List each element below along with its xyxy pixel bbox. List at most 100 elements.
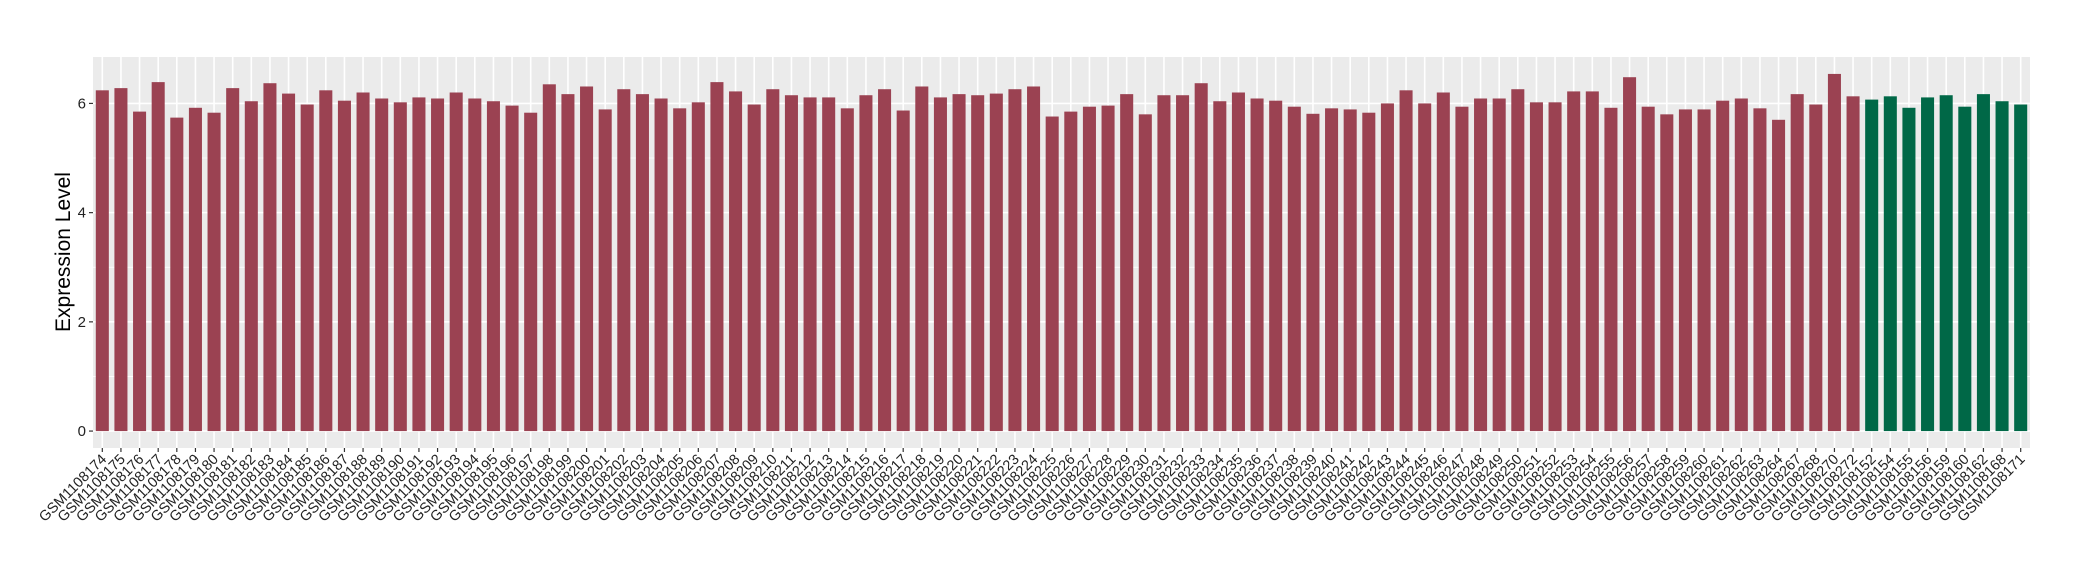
bar-GSM1108202 xyxy=(617,89,631,432)
bar-GSM1108178 xyxy=(170,117,184,432)
bar-GSM1108201 xyxy=(598,109,612,432)
bar-GSM1108210 xyxy=(766,89,780,432)
bars xyxy=(95,73,2028,432)
bar-GSM1108207 xyxy=(710,82,724,432)
bar-GSM1108259 xyxy=(1678,109,1692,432)
bar-GSM1108168 xyxy=(1995,101,2009,432)
bar-GSM1108205 xyxy=(673,108,687,432)
bar-GSM1108213 xyxy=(822,97,836,432)
bar-GSM1108200 xyxy=(580,86,594,432)
bar-GSM1108262 xyxy=(1734,98,1748,432)
y-tick-label: 6 xyxy=(78,95,86,112)
bar-GSM1108193 xyxy=(449,92,463,432)
y-tick-label: 2 xyxy=(78,314,86,331)
bar-GSM1108196 xyxy=(505,105,519,432)
bar-GSM1108212 xyxy=(803,97,817,432)
bar-GSM1108182 xyxy=(244,101,258,432)
bar-GSM1108253 xyxy=(1567,91,1581,432)
bar-GSM1108252 xyxy=(1548,102,1562,432)
bar-GSM1108185 xyxy=(300,104,314,432)
bar-GSM1108191 xyxy=(412,97,426,432)
bar-GSM1108183 xyxy=(263,83,277,432)
bar-GSM1108189 xyxy=(375,98,389,432)
bar-GSM1108194 xyxy=(468,98,482,432)
y-axis-title: Expression Level xyxy=(52,172,75,332)
bar-GSM1108192 xyxy=(431,98,445,432)
bar-GSM1108195 xyxy=(486,101,500,432)
bar-GSM1108256 xyxy=(1623,77,1637,432)
bar-GSM1108208 xyxy=(729,91,743,432)
bar-GSM1108179 xyxy=(188,107,202,432)
bar-GSM1108175 xyxy=(114,88,128,432)
bar-GSM1108216 xyxy=(878,89,892,432)
bar-GSM1108224 xyxy=(1027,86,1041,432)
bar-GSM1108248 xyxy=(1474,98,1488,432)
bar-GSM1108261 xyxy=(1716,100,1730,432)
bar-GSM1108211 xyxy=(784,95,798,432)
bar-GSM1108230 xyxy=(1138,114,1152,432)
y-tick-label: 4 xyxy=(78,205,86,222)
bar-GSM1108190 xyxy=(393,102,407,432)
bar-GSM1108204 xyxy=(654,98,668,432)
bar-GSM1108206 xyxy=(691,102,705,432)
bar-GSM1108254 xyxy=(1585,91,1599,432)
bar-GSM1108228 xyxy=(1101,105,1115,432)
bar-GSM1108251 xyxy=(1529,102,1543,432)
bar-GSM1108272 xyxy=(1846,96,1860,432)
y-axis: 0 2 4 6 xyxy=(78,95,93,440)
bar-GSM1108199 xyxy=(561,94,575,432)
bar-GSM1108209 xyxy=(747,104,761,432)
bar-GSM1108249 xyxy=(1492,98,1506,432)
bar-GSM1108171 xyxy=(2014,104,2028,432)
bar-GSM1108159 xyxy=(1939,95,1953,432)
bar-GSM1108258 xyxy=(1660,114,1674,432)
bar-GSM1108203 xyxy=(635,94,649,432)
bar-GSM1108155 xyxy=(1902,107,1916,432)
bar-GSM1108240 xyxy=(1325,108,1339,432)
bar-GSM1108257 xyxy=(1641,106,1655,432)
bar-GSM1108218 xyxy=(915,86,929,432)
bar-GSM1108154 xyxy=(1883,96,1897,432)
bar-GSM1108226 xyxy=(1064,111,1078,432)
bar-GSM1108264 xyxy=(1772,119,1786,432)
bar-GSM1108243 xyxy=(1380,103,1394,432)
bar-GSM1108223 xyxy=(1008,89,1022,432)
bar-GSM1108188 xyxy=(356,92,370,432)
bar-GSM1108238 xyxy=(1287,106,1301,432)
bar-GSM1108177 xyxy=(151,82,165,432)
bar-GSM1108234 xyxy=(1213,101,1227,432)
bar-GSM1108219 xyxy=(933,97,947,432)
bar-GSM1108247 xyxy=(1455,106,1469,432)
bar-GSM1108246 xyxy=(1436,92,1450,432)
bar-GSM1108220 xyxy=(952,94,966,432)
bar-GSM1108242 xyxy=(1362,112,1376,432)
bar-GSM1108180 xyxy=(207,112,221,432)
bar-GSM1108241 xyxy=(1343,109,1357,432)
bar-GSM1108235 xyxy=(1231,92,1245,432)
bar-GSM1108162 xyxy=(1976,94,1990,432)
bar-GSM1108270 xyxy=(1827,73,1841,432)
bar-GSM1108225 xyxy=(1045,116,1059,432)
bar-GSM1108156 xyxy=(1921,97,1935,432)
bar-GSM1108176 xyxy=(133,111,147,432)
bar-GSM1108222 xyxy=(989,93,1003,432)
bar-GSM1108214 xyxy=(840,108,854,432)
bar-GSM1108232 xyxy=(1176,95,1190,432)
bar-GSM1108239 xyxy=(1306,113,1320,432)
bar-GSM1108236 xyxy=(1250,98,1264,432)
bar-GSM1108267 xyxy=(1790,94,1804,432)
bar-GSM1108198 xyxy=(542,84,556,432)
bar-GSM1108152 xyxy=(1865,99,1879,432)
bar-GSM1108181 xyxy=(226,88,240,432)
bar-GSM1108215 xyxy=(859,95,873,432)
bar-GSM1108268 xyxy=(1809,104,1823,432)
y-tick-label: 0 xyxy=(78,423,86,440)
bar-GSM1108217 xyxy=(896,110,910,432)
bar-GSM1108244 xyxy=(1399,90,1413,432)
bar-GSM1108227 xyxy=(1082,106,1096,432)
bar-GSM1108221 xyxy=(971,95,985,432)
bar-GSM1108233 xyxy=(1194,83,1208,432)
bar-GSM1108229 xyxy=(1120,94,1134,432)
bar-GSM1108197 xyxy=(524,112,538,432)
x-axis: GSM1108174GSM1108175GSM1108176GSM1108177… xyxy=(36,448,2029,525)
